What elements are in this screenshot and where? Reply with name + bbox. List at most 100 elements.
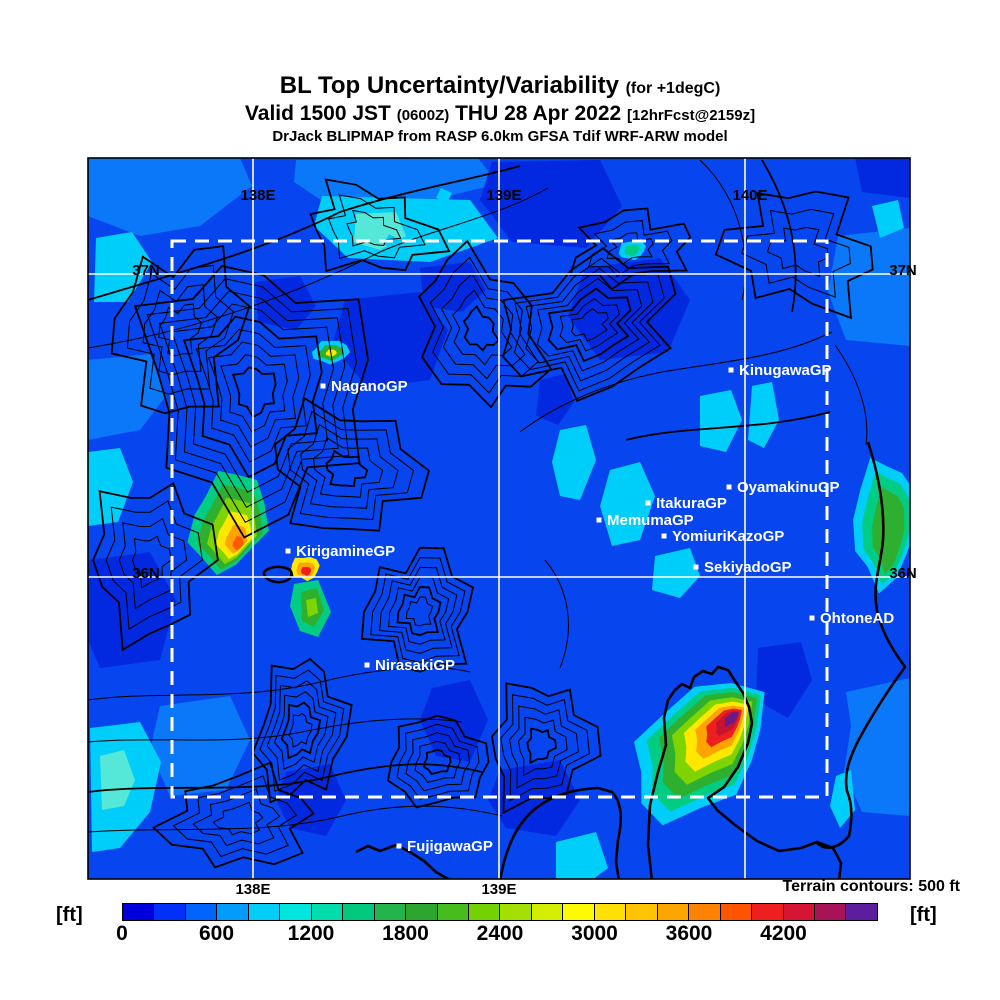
colorbar-segment	[184, 904, 217, 920]
contour-loop	[273, 691, 329, 770]
contour-ridge-line	[88, 666, 471, 701]
fill-region	[536, 374, 574, 425]
fill-region	[748, 382, 779, 448]
contour-loop	[414, 740, 461, 783]
site-label: NaganoGP	[331, 378, 408, 395]
contour-loop	[182, 315, 323, 479]
fill-region	[306, 598, 318, 617]
contour-ridge-line	[834, 344, 868, 446]
colorbar-segment	[405, 904, 437, 920]
colorbar-segment	[688, 904, 720, 920]
coastline-path	[355, 843, 452, 879]
latitude-label-left: 37N	[132, 262, 160, 279]
contour-loop	[274, 396, 430, 532]
contour-loop	[396, 586, 442, 637]
fill-region	[600, 462, 655, 546]
colorbar-tick: 1800	[382, 922, 429, 945]
contour-ridge-line	[88, 805, 503, 833]
colorbar-segment	[216, 904, 248, 920]
site-marker-dot	[596, 517, 602, 523]
fill-region	[255, 276, 316, 330]
contour-loop	[417, 239, 553, 409]
contour-loop	[92, 481, 219, 652]
colorbar-segment	[593, 904, 626, 920]
contour-loop	[195, 328, 311, 463]
contour-loop	[513, 257, 665, 392]
valid-date: THU 28 Apr 2022	[455, 101, 622, 125]
site-marker-dot	[645, 500, 651, 506]
colorbar-segment	[625, 904, 657, 920]
contour-loop	[231, 366, 277, 419]
colorbar-segment	[279, 904, 311, 920]
contour-loop	[536, 277, 643, 372]
colorbar-segment	[813, 904, 846, 920]
valid-time-utc: (0600Z)	[396, 106, 450, 124]
fill-region	[756, 642, 812, 718]
colorbar-segment	[530, 904, 563, 920]
colorbar-tick: 2400	[476, 922, 524, 945]
contour-loop	[266, 680, 337, 781]
contour-ridge-line	[88, 187, 549, 349]
fill-region	[556, 832, 608, 879]
contour-loop	[388, 576, 450, 645]
colorbar	[122, 903, 878, 921]
fill-region	[150, 696, 250, 796]
contour-loop	[559, 298, 620, 352]
model-domain-dashed-rect	[170, 239, 829, 799]
colorbar-segment	[782, 904, 814, 920]
site-label: SekiyadoGP	[704, 559, 792, 576]
latitude-label-left: 36N	[132, 565, 160, 582]
colorbar-segment	[310, 904, 343, 920]
contour-loop	[517, 716, 568, 777]
site-label: OhtoneAD	[820, 610, 894, 627]
longitude-label: 139E	[486, 187, 521, 204]
terrain-contour-lines	[88, 159, 874, 869]
contour-ridge-line	[88, 718, 463, 743]
contour-loop	[452, 289, 513, 366]
colorbar-segment	[845, 904, 877, 920]
contour-loop	[151, 761, 315, 869]
colorbar-segment	[123, 904, 154, 920]
site-marker-dot	[320, 383, 326, 389]
contour-loop	[714, 190, 874, 320]
contour-loop	[423, 748, 452, 776]
site-label: ItakuraGP	[656, 495, 727, 512]
fill-region	[100, 750, 135, 810]
colorbar-segment	[342, 904, 374, 920]
fill-region	[88, 354, 166, 440]
page-title: BL Top Uncertainty/Variability	[279, 72, 619, 99]
site-marker-dot	[364, 662, 370, 668]
colorbar-tick: 3600	[665, 922, 713, 945]
colorbar-segment	[373, 904, 406, 920]
fill-region	[314, 196, 498, 262]
contour-loop	[370, 557, 466, 664]
fill-region	[844, 678, 910, 816]
longitude-label: 138E	[240, 187, 275, 204]
contour-loop	[440, 273, 526, 380]
contour-loop	[313, 437, 384, 498]
contour-loop	[300, 423, 399, 509]
colorbar-tick: 1200	[287, 922, 335, 945]
contour-loop	[429, 256, 539, 394]
contour-loop	[280, 701, 322, 760]
site-label: OyamakinuGP	[737, 479, 840, 496]
fill-region	[652, 548, 700, 598]
model-info: DrJack BLIPMAP from RASP 6.0km GFSA Tdif…	[272, 127, 728, 145]
map-frame	[87, 157, 911, 880]
title-suffix: (for +1degC)	[625, 80, 721, 97]
site-marker-dot	[728, 367, 734, 373]
contour-loop	[142, 284, 219, 376]
colorbar-segment	[499, 904, 531, 920]
contour-loop	[379, 566, 458, 654]
longitude-label: 140E	[732, 187, 767, 204]
contour-ridge-line	[88, 763, 483, 793]
site-marker-dot	[693, 564, 699, 570]
contour-loop	[126, 264, 234, 395]
colorbar-segment	[247, 904, 280, 920]
colorbar-segment	[436, 904, 468, 920]
contour-loop	[405, 732, 471, 792]
contour-loop	[547, 287, 632, 363]
contour-loop	[259, 669, 345, 792]
contour-loop	[346, 209, 402, 247]
